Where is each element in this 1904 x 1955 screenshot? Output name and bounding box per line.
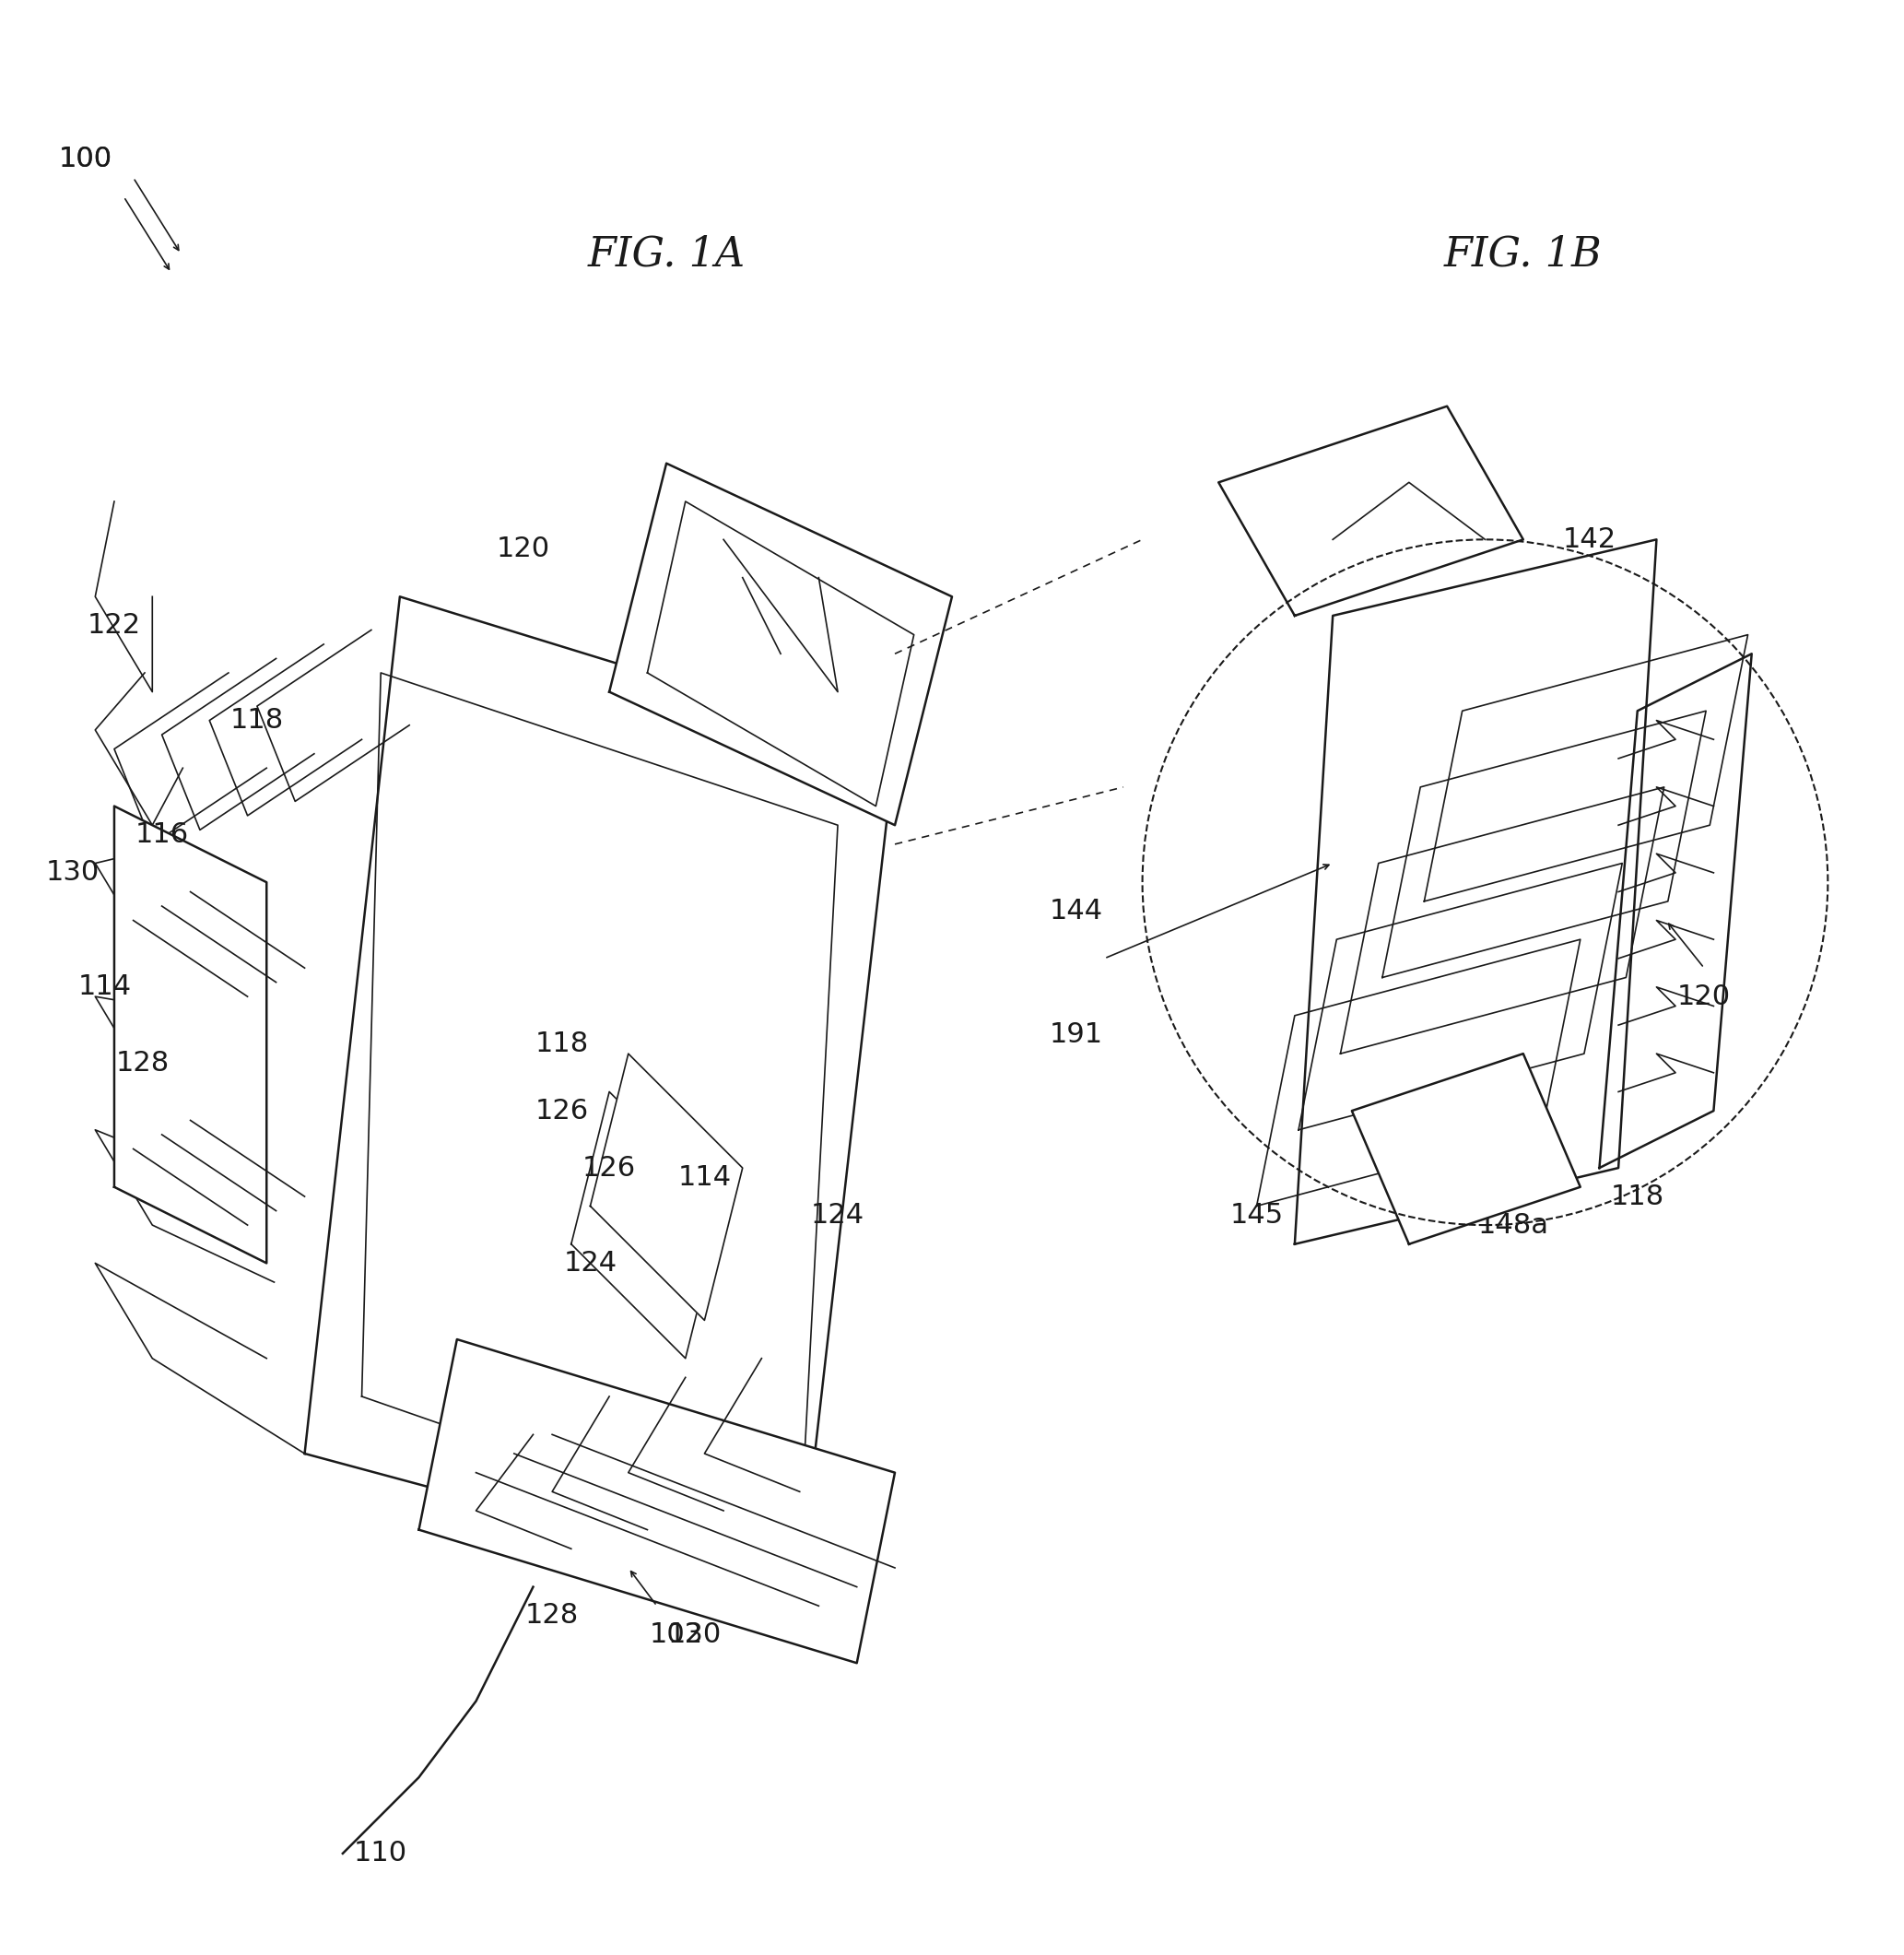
Text: 145: 145 bbox=[1230, 1202, 1283, 1230]
Text: 102: 102 bbox=[649, 1621, 703, 1648]
Polygon shape bbox=[1352, 1054, 1580, 1243]
Text: 118: 118 bbox=[535, 1030, 588, 1058]
Text: 104: 104 bbox=[1487, 878, 1540, 905]
Text: 100: 100 bbox=[59, 145, 112, 172]
Text: 148a: 148a bbox=[1478, 1212, 1550, 1238]
Text: 126: 126 bbox=[583, 1155, 636, 1181]
Text: 116: 116 bbox=[135, 821, 188, 848]
Polygon shape bbox=[1424, 635, 1748, 901]
Text: 120: 120 bbox=[497, 536, 550, 563]
Text: 100: 100 bbox=[59, 145, 112, 172]
Polygon shape bbox=[1299, 864, 1622, 1130]
Text: FIG. 1A: FIG. 1A bbox=[588, 235, 744, 274]
Text: 147: 147 bbox=[1439, 792, 1493, 819]
Text: 118: 118 bbox=[1611, 1183, 1664, 1210]
Text: FIG. 1B: FIG. 1B bbox=[1443, 235, 1603, 274]
Polygon shape bbox=[1295, 540, 1656, 1243]
Text: 191: 191 bbox=[1049, 1021, 1102, 1048]
Text: 128: 128 bbox=[116, 1050, 169, 1077]
Text: 124: 124 bbox=[564, 1249, 617, 1277]
Text: 130: 130 bbox=[668, 1621, 722, 1648]
Text: 144: 144 bbox=[1049, 897, 1102, 925]
Polygon shape bbox=[1219, 407, 1523, 616]
Polygon shape bbox=[609, 463, 952, 825]
Text: 142: 142 bbox=[1563, 526, 1616, 553]
Polygon shape bbox=[571, 1091, 724, 1359]
Text: 120: 120 bbox=[1677, 983, 1731, 1011]
Polygon shape bbox=[419, 1339, 895, 1664]
Text: 114: 114 bbox=[678, 1163, 731, 1191]
Polygon shape bbox=[1257, 940, 1580, 1206]
Text: 122: 122 bbox=[88, 612, 141, 639]
Text: 128: 128 bbox=[526, 1601, 579, 1629]
Text: 126: 126 bbox=[535, 1097, 588, 1124]
Polygon shape bbox=[114, 805, 267, 1263]
Polygon shape bbox=[1599, 653, 1752, 1167]
Polygon shape bbox=[590, 1054, 743, 1320]
Text: 110: 110 bbox=[354, 1840, 407, 1867]
Text: 148b: 148b bbox=[1344, 506, 1417, 534]
Polygon shape bbox=[1382, 712, 1706, 978]
Text: 124: 124 bbox=[811, 1202, 864, 1230]
Text: 130: 130 bbox=[46, 860, 99, 886]
Text: 114: 114 bbox=[78, 974, 131, 1001]
Text: 118: 118 bbox=[230, 708, 284, 733]
Polygon shape bbox=[1340, 788, 1664, 1054]
